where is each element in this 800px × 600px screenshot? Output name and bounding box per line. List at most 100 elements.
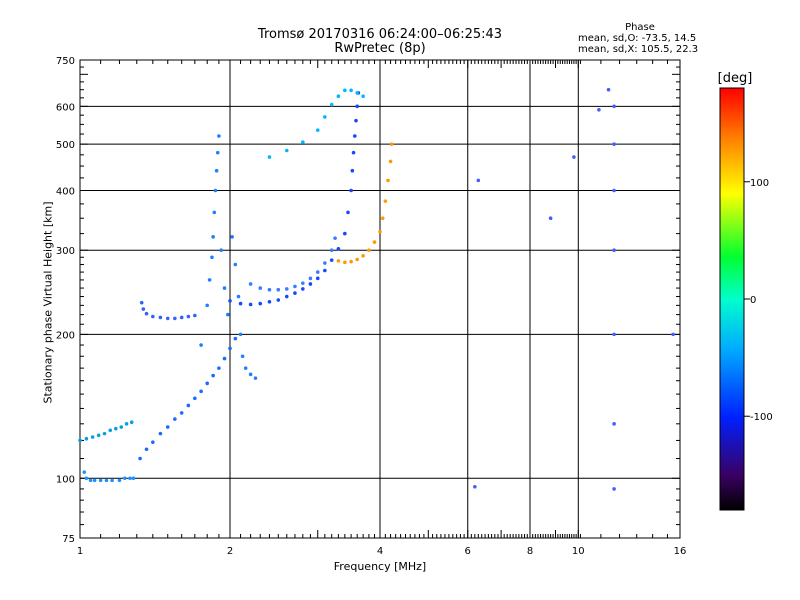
- data-point: [367, 248, 371, 253]
- x-tick-label: 2: [227, 546, 233, 557]
- data-point: [248, 302, 253, 307]
- data-point: [139, 300, 144, 305]
- data-point: [199, 343, 203, 347]
- data-point: [173, 316, 177, 321]
- data-point: [151, 314, 155, 319]
- data-point: [383, 199, 388, 203]
- chart-title: Tromsø 20170316 06:24:00–06:25:43: [257, 27, 503, 42]
- colorbar-tick-label: 100: [750, 178, 769, 189]
- y-tick-label: 75: [62, 534, 75, 545]
- grid-lines: [80, 60, 680, 538]
- data-point: [141, 307, 146, 311]
- phase-stats-x-mode: mean, sd,X: 105.5, 22.3: [578, 44, 699, 55]
- data-point: [333, 236, 337, 240]
- phase-stats-title: Phase: [625, 22, 655, 33]
- x-tick-label: 16: [674, 546, 687, 557]
- data-point: [233, 262, 238, 267]
- data-point: [117, 478, 122, 483]
- data-point: [349, 259, 353, 264]
- data-point: [315, 128, 320, 132]
- data-point: [114, 426, 118, 431]
- data-point: [129, 420, 134, 425]
- data-point: [243, 366, 248, 370]
- data-point: [293, 284, 297, 289]
- data-point: [323, 261, 327, 265]
- data-point: [238, 301, 243, 306]
- data-point: [233, 336, 238, 341]
- data-point: [276, 287, 281, 292]
- data-point: [372, 240, 377, 244]
- data-point: [267, 287, 272, 292]
- data-point: [612, 487, 616, 491]
- data-point: [215, 150, 220, 155]
- data-point: [301, 287, 305, 291]
- data-point: [226, 312, 230, 317]
- data-point: [179, 315, 184, 320]
- x-tick-label: 1: [77, 546, 83, 557]
- data-point: [355, 104, 359, 109]
- x-tick-label: 8: [527, 546, 533, 557]
- y-tick-label: 600: [56, 102, 75, 113]
- data-point: [131, 476, 136, 481]
- data-point: [82, 470, 87, 474]
- data-point: [211, 235, 215, 239]
- data-point: [343, 260, 347, 265]
- data-point: [671, 332, 675, 337]
- data-point: [110, 478, 114, 483]
- data-point: [389, 142, 394, 146]
- data-point: [78, 438, 82, 443]
- data-point: [193, 396, 197, 401]
- data-point: [228, 346, 232, 351]
- phase-colorbar: [deg] 100 0 -100: [718, 71, 773, 511]
- data-point: [222, 286, 227, 290]
- data-point: [612, 188, 616, 193]
- data-point: [349, 188, 353, 193]
- data-point: [473, 484, 477, 489]
- data-point: [276, 298, 281, 302]
- chart-subtitle: RwPretec (8p): [334, 41, 426, 56]
- data-point: [612, 142, 616, 146]
- data-point: [354, 118, 358, 123]
- data-point: [284, 287, 289, 291]
- data-point: [213, 188, 218, 193]
- data-point: [301, 140, 305, 144]
- data-point: [606, 87, 611, 92]
- data-point: [104, 478, 109, 483]
- data-point: [612, 422, 616, 426]
- data-point: [210, 255, 214, 260]
- data-point: [88, 478, 93, 483]
- data-point: [612, 248, 616, 253]
- data-point: [308, 282, 313, 286]
- data-point: [96, 433, 101, 438]
- data-point: [315, 270, 320, 274]
- data-points: [78, 87, 675, 491]
- y-tick-label: 400: [56, 186, 75, 197]
- data-point: [144, 311, 149, 316]
- data-point: [329, 258, 334, 262]
- data-point: [230, 235, 234, 239]
- data-point: [343, 231, 347, 236]
- data-point: [199, 389, 203, 394]
- data-point: [214, 168, 219, 173]
- data-point: [329, 102, 334, 107]
- data-point: [207, 278, 212, 282]
- data-point: [217, 134, 221, 138]
- data-point: [349, 88, 353, 93]
- data-point: [323, 268, 327, 273]
- data-point: [108, 428, 113, 433]
- data-point: [301, 281, 305, 285]
- data-point: [352, 134, 357, 138]
- colorbar-label: [deg]: [718, 71, 753, 86]
- data-point: [308, 276, 313, 281]
- data-point: [186, 403, 191, 408]
- data-point: [205, 303, 209, 308]
- data-point: [572, 155, 576, 159]
- x-tick-label: 6: [465, 546, 471, 557]
- data-point: [284, 148, 289, 153]
- data-point: [119, 425, 124, 429]
- data-point: [240, 354, 245, 359]
- data-point: [211, 373, 215, 378]
- data-point: [179, 411, 184, 415]
- data-point: [158, 315, 163, 320]
